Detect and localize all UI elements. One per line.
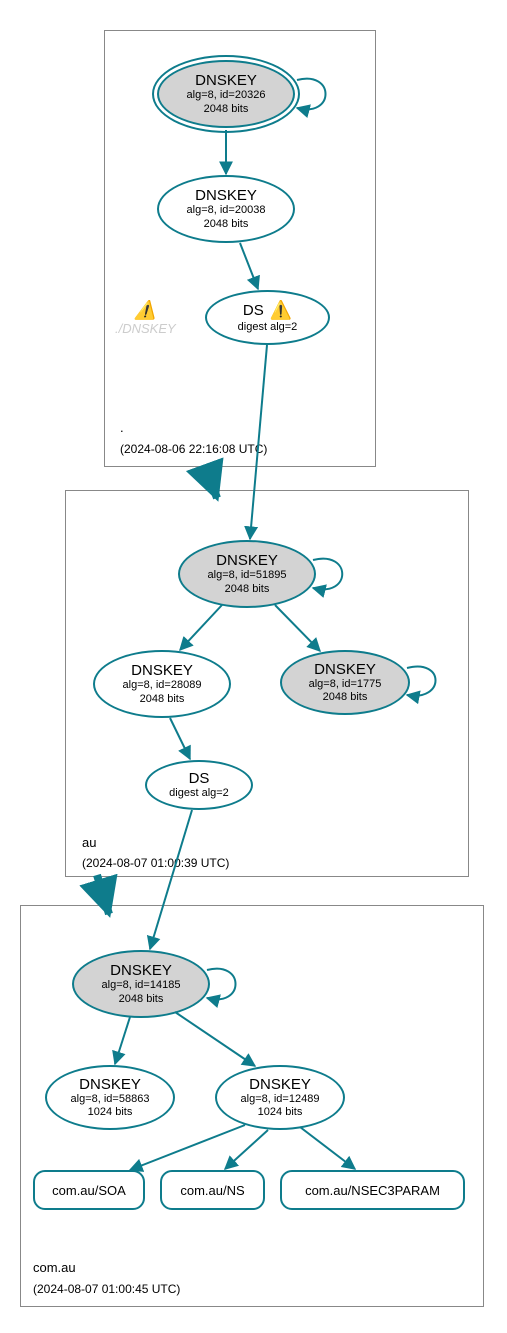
root-zsk-line2: 2048 bits (204, 218, 249, 231)
comau-zsk1-line2: 1024 bits (88, 1106, 133, 1119)
au-zsk1-line1: alg=8, id=28089 (123, 679, 202, 692)
comau-zsk2-line1: alg=8, id=12489 (241, 1093, 320, 1106)
node-rr-nsec3[interactable]: com.au/NSEC3PARAM (280, 1170, 465, 1210)
node-comau-ksk[interactable]: DNSKEY alg=8, id=14185 2048 bits (72, 950, 210, 1018)
root-ksk-line2: 2048 bits (204, 103, 249, 116)
root-ds-line1: digest alg=2 (238, 321, 298, 334)
comau-zsk1-line1: alg=8, id=58863 (71, 1093, 150, 1106)
zone-timestamp-root: (2024-08-06 22:16:08 UTC) (120, 442, 267, 456)
root-zsk-title: DNSKEY (195, 187, 257, 204)
comau-ksk-line2: 2048 bits (119, 993, 164, 1006)
comau-zsk2-title: DNSKEY (249, 1076, 311, 1093)
root-zsk-line1: alg=8, id=20038 (187, 204, 266, 217)
ghost-root-dnskey: ⚠️ ./DNSKEY (115, 300, 176, 336)
au-zsk1-title: DNSKEY (131, 662, 193, 679)
zone-label-root: . (120, 420, 124, 435)
node-au-zsk1[interactable]: DNSKEY alg=8, id=28089 2048 bits (93, 650, 231, 718)
comau-ksk-title: DNSKEY (110, 962, 172, 979)
zone-label-au: au (82, 835, 96, 850)
au-ds-title: DS (189, 770, 210, 787)
warning-icon: ⚠️ (270, 300, 292, 321)
comau-zsk2-line2: 1024 bits (258, 1106, 303, 1119)
rr-soa-label: com.au/SOA (52, 1183, 126, 1198)
root-ksk-line1: alg=8, id=20326 (187, 89, 266, 102)
node-rr-soa[interactable]: com.au/SOA (33, 1170, 145, 1210)
node-root-ksk[interactable]: DNSKEY alg=8, id=20326 2048 bits (157, 60, 295, 128)
rr-nsec3-label: com.au/NSEC3PARAM (305, 1183, 440, 1198)
comau-zsk1-title: DNSKEY (79, 1076, 141, 1093)
node-root-zsk[interactable]: DNSKEY alg=8, id=20038 2048 bits (157, 175, 295, 243)
warning-icon: ⚠️ (134, 300, 156, 321)
node-root-ds[interactable]: DS ⚠️ digest alg=2 (205, 290, 330, 345)
au-zsk2-title: DNSKEY (314, 661, 376, 678)
node-au-ds[interactable]: DS digest alg=2 (145, 760, 253, 810)
node-comau-zsk1[interactable]: DNSKEY alg=8, id=58863 1024 bits (45, 1065, 175, 1130)
ghost-root-dnskey-label: ./DNSKEY (115, 321, 176, 336)
node-comau-zsk2[interactable]: DNSKEY alg=8, id=12489 1024 bits (215, 1065, 345, 1130)
au-ds-line1: digest alg=2 (169, 787, 229, 800)
au-ksk-line2: 2048 bits (225, 583, 270, 596)
node-au-ksk[interactable]: DNSKEY alg=8, id=51895 2048 bits (178, 540, 316, 608)
node-rr-ns[interactable]: com.au/NS (160, 1170, 265, 1210)
au-ksk-line1: alg=8, id=51895 (208, 569, 287, 582)
node-au-zsk2[interactable]: DNSKEY alg=8, id=1775 2048 bits (280, 650, 410, 715)
au-zsk2-line1: alg=8, id=1775 (309, 678, 382, 691)
rr-ns-label: com.au/NS (180, 1183, 244, 1198)
zone-label-comau: com.au (33, 1260, 76, 1275)
root-ksk-title: DNSKEY (195, 72, 257, 89)
zone-timestamp-au: (2024-08-07 01:00:39 UTC) (82, 856, 229, 870)
zone-timestamp-comau: (2024-08-07 01:00:45 UTC) (33, 1282, 180, 1296)
au-ksk-title: DNSKEY (216, 552, 278, 569)
au-zsk2-line2: 2048 bits (323, 691, 368, 704)
comau-ksk-line1: alg=8, id=14185 (102, 979, 181, 992)
root-ds-title: DS (243, 302, 264, 319)
au-zsk1-line2: 2048 bits (140, 693, 185, 706)
